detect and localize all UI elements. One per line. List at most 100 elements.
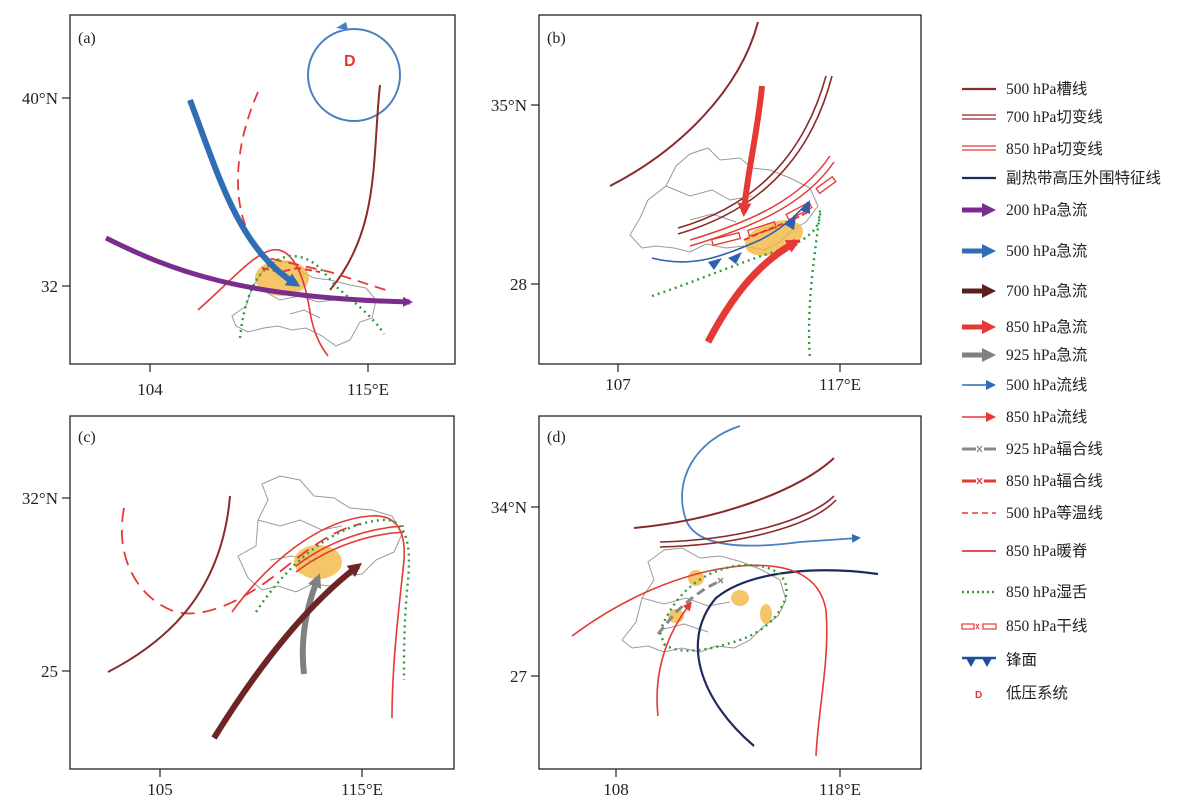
panel-a-low-circulation xyxy=(307,28,401,122)
legend-label: 500 hPa槽线 xyxy=(1006,80,1087,98)
panel-a-xlabel-2: 115°E xyxy=(347,380,389,399)
panel-a-frame xyxy=(69,14,456,365)
panel-d-rainfall-area-2 xyxy=(731,590,749,606)
panel-a-xlabel-1: 104 xyxy=(137,380,163,399)
panel-b-850hpa-convergence-line xyxy=(743,211,809,241)
legend-item-850hpa-streamline: 850 hPa流线 xyxy=(962,408,1087,426)
panel-b-label: (b) xyxy=(547,30,566,47)
legend-item-850hpa-shear: 850 hPa切变线 xyxy=(962,140,1103,158)
legend-label: 500 hPa急流 xyxy=(1006,242,1087,260)
panel-a-500hpa-isotherm xyxy=(237,91,393,293)
panel-d-850hpa-moist-tongue xyxy=(658,564,788,652)
panel-c-xlabel-2: 115°E xyxy=(341,780,383,799)
panel-c-925hpa-jet xyxy=(299,573,322,675)
panel-d-subtropical-high-line xyxy=(696,569,879,747)
panel-b-front-triangles xyxy=(708,200,810,270)
legend-item-front: 锋面 xyxy=(962,651,1037,669)
legend-item-925hpa-convergence: 925 hPa辐合线 xyxy=(962,440,1103,458)
panel-b-850hpa-jet-north xyxy=(737,85,765,217)
panel-c-850hpa-shear-line-a xyxy=(295,525,405,567)
legend-label: 500 hPa流线 xyxy=(1006,376,1087,394)
panel-a-ylabel-2: 32 xyxy=(41,277,58,296)
legend-label: 低压系统 xyxy=(1006,684,1068,702)
panel-a-850hpa-warm-ridge xyxy=(197,249,329,357)
panel-d-frame xyxy=(538,415,922,770)
panel-d-xlabel-1: 108 xyxy=(603,780,629,799)
legend-label: 850 hPa暖脊 xyxy=(1006,542,1088,560)
panel-b-500hpa-trough-line xyxy=(609,21,759,187)
panel-b-850hpa-shear-line-a xyxy=(689,155,831,241)
legend-item-850hpa-jet: 850 hPa急流 xyxy=(962,318,1087,336)
panel-b-ylabel-2: 28 xyxy=(510,275,527,294)
legend-label: 925 hPa急流 xyxy=(1006,346,1087,364)
panel-b-700hpa-shear-line-a xyxy=(677,75,827,229)
panel-b-front xyxy=(651,201,809,263)
panel-d-850hpa-streamline xyxy=(656,601,692,717)
panel-b-province-borders xyxy=(665,185,753,223)
panel-a: (a) 40°N 32 104 115°E D xyxy=(22,14,456,399)
panel-c-frame xyxy=(69,415,455,770)
legend-label: 850 hPa切变线 xyxy=(1006,140,1103,158)
panel-a-200hpa-jet xyxy=(104,235,413,307)
panel-d-500hpa-trough-line xyxy=(633,457,835,529)
panel-a-500hpa-trough-line xyxy=(329,84,381,291)
panel-a-low-symbol: D xyxy=(344,53,356,70)
panel-c-ylabel-1: 32°N xyxy=(22,489,58,508)
panel-d-925hpa-convergence-line xyxy=(656,578,723,635)
panel-d-xlabel-2: 118°E xyxy=(819,780,861,799)
legend-item-925hpa-jet: 925 hPa急流 xyxy=(962,346,1087,364)
legend-label: 副热带高压外围特征线 xyxy=(1006,169,1161,187)
panel-b-frame xyxy=(538,14,922,365)
panel-c-700hpa-jet xyxy=(211,562,362,740)
legend-item-700hpa-shear: 700 hPa切变线 xyxy=(962,108,1103,126)
panel-d-rainfall-area-4 xyxy=(760,604,772,624)
panel-c-rainfall-area xyxy=(294,545,342,579)
legend-label: 850 hPa辐合线 xyxy=(1006,472,1103,490)
panel-b-850hpa-moist-tongue xyxy=(651,209,822,361)
legend-item-700hpa-jet: 700 hPa急流 xyxy=(962,282,1087,300)
panel-d-ylabel-2: 27 xyxy=(510,667,528,686)
legend-item-850hpa-moist-tongue: 850 hPa湿舌 xyxy=(962,583,1087,601)
legend-label: 700 hPa急流 xyxy=(1006,282,1087,300)
panel-d-province-outline xyxy=(621,547,787,653)
panel-c-500hpa-trough-line xyxy=(107,495,231,673)
panel-c-850hpa-moist-tongue xyxy=(254,518,411,681)
legend-item-200hpa-jet: 200 hPa急流 xyxy=(962,201,1087,219)
panel-b-700hpa-shear-line-b xyxy=(677,75,833,235)
panel-a-label: (a) xyxy=(78,30,96,47)
legend-low-symbol: D xyxy=(975,690,982,701)
panel-d-label: (d) xyxy=(547,429,566,446)
legend-item-850hpa-convergence: 850 hPa辐合线 xyxy=(962,472,1103,490)
panel-c: (c) 32°N 25 105 115°E xyxy=(22,415,455,799)
panel-c-xlabel-1: 105 xyxy=(147,780,173,799)
legend-label: 850 hPa急流 xyxy=(1006,318,1087,336)
legend-item-low-pressure: D 低压系统 xyxy=(975,684,1068,702)
panel-d-rainfall-area-1 xyxy=(688,570,704,586)
panel-b-850hpa-jet-south xyxy=(704,238,801,344)
panel-a-850hpa-convergence-line xyxy=(261,266,321,274)
panel-a-500hpa-jet xyxy=(187,98,301,287)
legend-label: 850 hPa流线 xyxy=(1006,408,1087,426)
legend-label: 850 hPa湿舌 xyxy=(1006,583,1087,601)
panel-b-xlabel-2: 117°E xyxy=(819,375,861,394)
legend-label: 锋面 xyxy=(1006,651,1037,669)
legend-label: 925 hPa辐合线 xyxy=(1006,440,1103,458)
panel-c-label: (c) xyxy=(78,429,96,446)
legend-label: 200 hPa急流 xyxy=(1006,201,1087,219)
panel-b: (b) 35°N 28 107 117°E xyxy=(491,14,922,394)
panel-b-ylabel-1: 35°N xyxy=(491,96,527,115)
panel-c-850hpa-shear-line-b xyxy=(295,531,405,573)
legend-item-850hpa-warm-ridge: 850 hPa暖脊 xyxy=(962,542,1088,560)
legend-item-500hpa-streamline: 500 hPa流线 xyxy=(962,376,1087,394)
legend-item-subtropical-high: 副热带高压外围特征线 xyxy=(962,169,1161,187)
legend-label: 700 hPa切变线 xyxy=(1006,108,1103,126)
legend-label: 500 hPa等温线 xyxy=(1006,504,1103,522)
legend-item-500hpa-trough: 500 hPa槽线 xyxy=(962,80,1087,98)
legend-item-500hpa-isotherm: 500 hPa等温线 xyxy=(962,504,1103,522)
panel-d-850hpa-warm-ridge xyxy=(571,564,828,757)
panel-c-ylabel-2: 25 xyxy=(41,662,58,681)
panel-d-ylabel-1: 34°N xyxy=(491,498,527,517)
legend: 500 hPa槽线 700 hPa切变线 850 hPa切变线 副热带高压外围特… xyxy=(961,80,1161,702)
legend-item-850hpa-dry-line: 850 hPa干线 xyxy=(961,617,1087,635)
